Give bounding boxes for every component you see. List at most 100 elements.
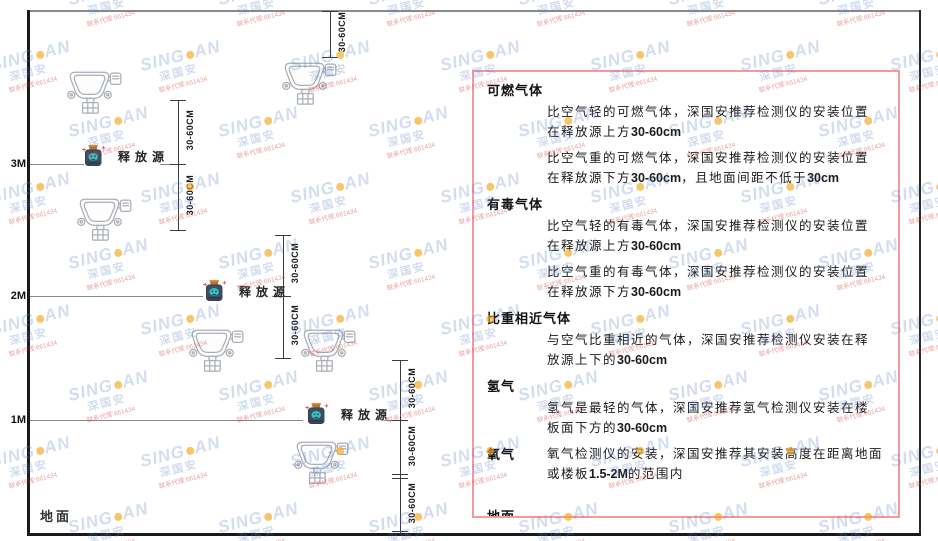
watermark-contact: 联系代理:661434 <box>158 75 208 95</box>
watermark-cn: 深国安 <box>86 392 128 414</box>
watermark-dot-icon <box>113 380 123 390</box>
connector-3m <box>160 164 178 165</box>
section-paragraph: 氧气检测仪的安装，深国安推荐其安装高度在距离地面或楼板1.5-2M的范围内 <box>547 447 884 481</box>
poison-bottle-icon <box>201 279 228 303</box>
watermark-contact: 联系代理:661434 <box>536 9 586 29</box>
dimension-tick <box>322 11 338 12</box>
height-marker-2m: 2M <box>10 290 26 302</box>
watermark-contact: 联系代理:661434 <box>8 471 58 491</box>
section-title: 地面 <box>487 509 516 518</box>
watermark-dot-icon <box>35 314 45 324</box>
dimension-tick <box>275 358 291 359</box>
watermark-dot-icon <box>263 116 273 126</box>
section-similar-density-gas: 比重相近气体 与空气比重相近的气体，深国安推荐检测仪安装在释放源上下的30-60… <box>487 308 888 370</box>
section-title: 氢气 <box>487 379 516 394</box>
section-toxic-gas: 有毒气体 比空气轻的有毒气体，深国安推荐检测仪的安装位置在释放源上方30-60c… <box>487 194 888 302</box>
watermark-dot-icon <box>335 314 345 324</box>
gas-detector-icon <box>184 325 246 372</box>
section-oxygen: 氧气 氧气检测仪的安装，深国安推荐其安装高度在距离地面或楼板1.5-2M的范围内 <box>487 444 888 490</box>
dimension-line <box>178 100 179 231</box>
right-wall-line <box>919 10 921 535</box>
watermark-dot-icon <box>185 50 195 60</box>
watermark-contact: 联系代理:661434 <box>908 339 938 359</box>
watermark-cn: 深国安 <box>386 128 428 150</box>
watermark-cn: 深国安 <box>236 128 278 150</box>
watermark-cn: 深国安 <box>686 524 728 541</box>
watermark-contact: 联系代理:661434 <box>0 530 6 541</box>
leader-line-1m <box>30 420 303 421</box>
gas-detector-icon <box>277 58 339 105</box>
poison-bottle-icon <box>80 144 107 168</box>
watermark-dot-icon <box>413 248 423 258</box>
watermark-cn: 深国安 <box>86 260 128 282</box>
section-title: 氧气 <box>487 447 516 462</box>
watermark-dot-icon <box>35 446 45 456</box>
section-paragraph: 比空气重的可燃气体，深国安推荐检测仪的安装位置在释放源下方30-60cm，且地面… <box>547 151 870 185</box>
height-marker-1m: 1M <box>10 414 26 426</box>
dimension-tick <box>275 296 291 297</box>
watermark-cn: 深国安 <box>158 458 200 480</box>
dimension-tick <box>170 164 186 165</box>
watermark-cn: 深国安 <box>0 251 4 286</box>
watermark-dot-icon <box>635 50 645 60</box>
dimension-tick <box>392 531 408 532</box>
watermark-cn: 深国安 <box>8 194 50 216</box>
leader-line-2m <box>30 296 203 297</box>
watermark-cn: 深国安 <box>158 62 200 84</box>
ceiling-line <box>28 10 920 12</box>
left-wall-line <box>27 10 30 535</box>
watermark-dot-icon <box>35 182 45 192</box>
watermark-dot-icon <box>35 50 45 60</box>
watermark-contact: 联系代理:661434 <box>8 339 58 359</box>
watermark-dot-icon <box>263 380 273 390</box>
gas-detector-icon <box>62 67 124 114</box>
watermark-cn: 深国安 <box>86 524 128 541</box>
watermark-dot-icon <box>485 50 495 60</box>
info-panel: 可燃气体 比空气轻的可燃气体，深国安推荐检测仪的安装位置在释放源上方30-60c… <box>472 70 900 518</box>
dimension-tick <box>392 360 408 361</box>
section-paragraph: 氢气是最轻的气体，深国安推荐氢气检测仪安装在楼板面下方的30-60cm <box>547 401 870 435</box>
watermark-contact: 联系代理:661434 <box>158 471 208 491</box>
watermark-dot-icon <box>185 314 195 324</box>
dimension-label: 30-60CM <box>407 425 417 467</box>
watermark-contact: 联系代理:661434 <box>686 9 736 29</box>
watermark-cn: 深国安 <box>0 515 4 541</box>
section-ground: 地面 检测仪地面间距，深国安推荐在30-60cm，且不得小于30cm，因为过低容… <box>487 506 888 518</box>
watermark-cn: 深国安 <box>8 458 50 480</box>
watermark-contact: 联系代理:661434 <box>236 141 286 161</box>
watermark-cn: 深国安 <box>8 326 50 348</box>
watermark-contact: 联系代理:661434 <box>308 207 358 227</box>
gas-detector-icon <box>72 194 134 241</box>
watermark-contact: 联系代理:661434 <box>86 273 136 293</box>
dimension-tick <box>392 420 408 421</box>
watermark-dot-icon <box>785 50 795 60</box>
